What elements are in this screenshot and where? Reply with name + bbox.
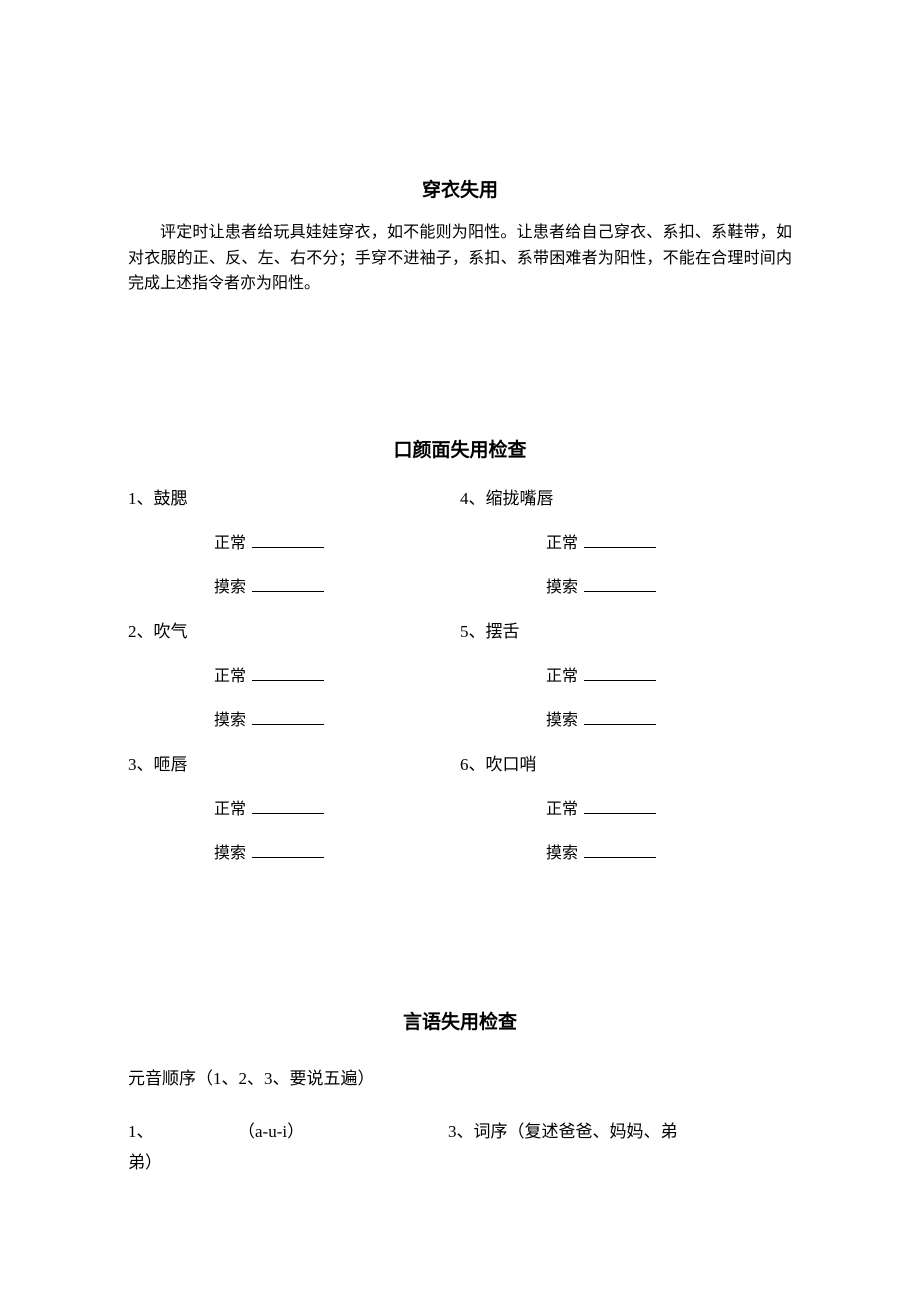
section3-title: 言语失用检查 [128,1007,792,1034]
item-label: 4、缩拢嘴唇 [460,484,792,509]
field-normal: 正常 [128,529,460,553]
field-label: 正常 [214,668,246,685]
item-4: 4、缩拢嘴唇 正常 摸索 [460,484,792,597]
blank-line [584,724,656,725]
blank-line [584,547,656,548]
field-normal: 正常 [460,795,792,819]
item-num: 6、 [460,755,486,774]
field-grope: 摸索 [128,706,460,730]
vowel-sequence: （a-u-i） [238,1117,448,1142]
item-3: 3、咂唇 正常 摸索 [128,750,460,863]
field-label: 正常 [546,535,578,552]
vowel-intro: 元音顺序（1、2、3、要说五遍） [128,1064,792,1089]
blank-line [584,680,656,681]
blank-line [252,680,324,681]
field-grope: 摸索 [460,839,792,863]
item-num: 2、 [128,622,154,641]
item-text: 鼓腮 [154,489,188,508]
vowel-line-1: 1、 （a-u-i） 3、词序（复述爸爸、妈妈、弟 [128,1117,792,1142]
field-grope: 摸索 [460,573,792,597]
field-label: 摸索 [214,712,246,729]
item-label: 2、吹气 [128,617,460,642]
item-1: 1、鼓腮 正常 摸索 [128,484,460,597]
item-num: 5、 [460,622,486,641]
field-label: 正常 [546,668,578,685]
field-label: 摸索 [546,579,578,596]
vowel-num: 1、 [128,1117,238,1142]
blank-line [584,813,656,814]
section2-columns: 1、鼓腮 正常 摸索 2、吹气 正常 摸索 3、咂唇 [128,484,792,883]
field-normal: 正常 [128,795,460,819]
field-normal: 正常 [460,529,792,553]
section1-paragraph: 评定时让患者给玩具娃娃穿衣，如不能则为阳性。让患者给自己穿衣、系扣、系鞋带，如对… [128,220,792,297]
item-2: 2、吹气 正常 摸索 [128,617,460,730]
field-label: 摸索 [546,712,578,729]
field-label: 摸索 [214,845,246,862]
field-grope: 摸索 [128,839,460,863]
field-grope: 摸索 [460,706,792,730]
blank-line [252,857,324,858]
item-text: 咂唇 [154,755,188,774]
blank-line [252,813,324,814]
item-text: 吹气 [154,622,188,641]
item-5: 5、摆舌 正常 摸索 [460,617,792,730]
section1-title: 穿衣失用 [128,175,792,202]
item-text: 缩拢嘴唇 [486,489,554,508]
item-label: 3、咂唇 [128,750,460,775]
item-label: 5、摆舌 [460,617,792,642]
blank-line [584,857,656,858]
item-label: 6、吹口哨 [460,750,792,775]
item-num: 3、 [128,755,154,774]
section2-title: 口颜面失用检查 [128,435,792,462]
item-num: 1、 [128,489,154,508]
item-num: 4、 [460,489,486,508]
item-label: 1、鼓腮 [128,484,460,509]
item-text: 摆舌 [486,622,520,641]
blank-line [252,591,324,592]
field-label: 正常 [214,535,246,552]
blank-line [584,591,656,592]
blank-line [252,724,324,725]
field-normal: 正常 [460,662,792,686]
left-column: 1、鼓腮 正常 摸索 2、吹气 正常 摸索 3、咂唇 [128,484,460,883]
field-label: 摸索 [546,845,578,862]
item-6: 6、吹口哨 正常 摸索 [460,750,792,863]
field-label: 正常 [546,801,578,818]
field-label: 正常 [214,801,246,818]
vowel-line-2: 弟） [128,1148,792,1173]
word-sequence: 3、词序（复述爸爸、妈妈、弟 [448,1117,792,1142]
field-label: 摸索 [214,579,246,596]
item-text: 吹口哨 [486,755,537,774]
field-grope: 摸索 [128,573,460,597]
field-normal: 正常 [128,662,460,686]
blank-line [252,547,324,548]
right-column: 4、缩拢嘴唇 正常 摸索 5、摆舌 正常 摸索 6、吹口哨 [460,484,792,883]
